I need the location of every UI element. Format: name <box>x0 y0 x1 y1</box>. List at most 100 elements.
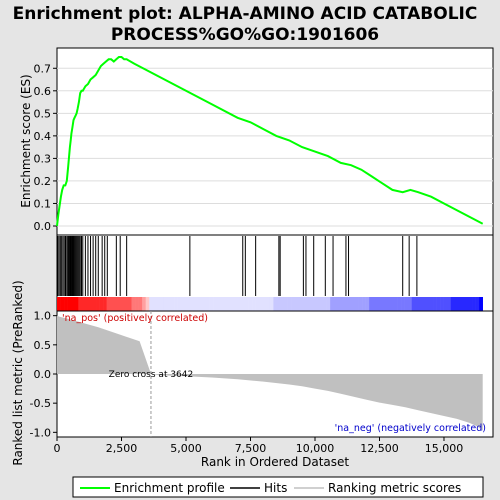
metric-x-axis-label: Rank in Ordered Dataset <box>201 455 349 469</box>
ranking-color-segment <box>443 297 448 311</box>
ranking-color-segment <box>103 297 107 311</box>
ranking-color-segment <box>131 297 136 311</box>
ranking-color-segment <box>294 297 299 311</box>
ranking-color-segment <box>386 297 391 311</box>
ranking-color-segment <box>71 297 76 311</box>
chart-title-line2: PROCESS%GO%GO:1901606 <box>111 25 379 45</box>
metric-x-tick-label: 5,000 <box>170 442 202 455</box>
metric-x-tick-label: 12,500 <box>360 442 399 455</box>
es-y-axis-label: Enrichment score (ES) <box>19 74 33 207</box>
ranking-color-segment <box>234 297 239 311</box>
legend-box <box>72 476 484 498</box>
ranking-color-segment <box>181 297 186 311</box>
metric-y-tick-label: 0.5 <box>34 339 52 352</box>
chart-title-line1: Enrichment plot: ALPHA-AMINO ACID CATABO… <box>13 4 478 24</box>
metric-y-axis: -1.0 -0.5 0.0 0.5 1.0 <box>30 310 57 439</box>
metric-x-tick-label: 2,500 <box>106 442 138 455</box>
hits-layer <box>57 236 418 296</box>
ranking-color-segment <box>216 297 221 311</box>
ranking-color-segment <box>149 297 154 311</box>
ranking-color-segment <box>227 297 232 311</box>
ranking-color-segment <box>457 297 462 311</box>
ranking-color-segment <box>376 297 381 311</box>
es-panel: 0.0 0.1 0.2 0.3 0.4 0.5 0.6 0.7 Enrichment scor… <box>19 47 494 236</box>
ranking-color-segment <box>468 297 473 311</box>
ranking-color-segment <box>252 297 256 311</box>
metric-y-axis-label: Ranked list metric (PreRanked) <box>11 280 25 465</box>
ranking-color-segment <box>479 297 483 311</box>
es-y-tick-label: 0.5 <box>34 107 52 120</box>
ranking-color-segment <box>305 297 310 311</box>
ranking-color-segment <box>110 297 115 311</box>
ranking-color-segment <box>369 297 374 311</box>
metric-panel: -1.0 -0.5 0.0 0.5 1.0 0 2,500 5,000 7,500 10,000… <box>11 280 494 469</box>
metric-y-tick-label: -0.5 <box>30 397 51 410</box>
ranking-color-segment <box>266 297 271 311</box>
pos-correlated-label: 'na_pos' (positively correlated) <box>62 313 208 324</box>
ranking-color-segment <box>323 297 327 311</box>
es-y-tick-label: 0.4 <box>34 130 52 143</box>
ranking-color-segment <box>411 297 416 311</box>
ranking-color-segment <box>85 297 90 311</box>
ranking-color-segment <box>113 297 118 311</box>
es-plot-area <box>56 47 494 236</box>
ranking-color-segment <box>472 297 476 311</box>
ranking-color-segment <box>152 297 157 311</box>
ranking-color-segment <box>220 297 225 311</box>
ranking-color-segment <box>92 297 97 311</box>
ranking-color-segment <box>248 297 253 311</box>
ranking-color-segment <box>429 297 434 311</box>
legend-label-enrichment-profile: Enrichment profile <box>114 481 225 495</box>
ranking-color-segment <box>340 297 345 311</box>
es-y-tick-label: 0.2 <box>34 175 52 188</box>
ranking-color-segment <box>397 297 402 311</box>
ranking-color-segment <box>280 297 285 311</box>
ranking-color-segment <box>404 297 409 311</box>
es-y-tick-label: 0.7 <box>34 62 52 75</box>
ranking-color-segment <box>96 297 100 311</box>
ranking-color-segment <box>209 297 214 311</box>
ranking-color-segment <box>372 297 377 311</box>
ranking-color-segment <box>184 297 189 311</box>
ranking-color-segment <box>163 297 168 311</box>
ranking-color-segment <box>475 297 480 311</box>
legend: Enrichment profile Hits Ranking metric s… <box>72 476 484 498</box>
ranking-color-segment <box>213 297 217 311</box>
metric-x-tick-label: 0 <box>54 442 61 455</box>
ranking-color-segment <box>351 297 356 311</box>
ranking-color-segment <box>408 297 413 311</box>
ranking-color-segment <box>390 297 395 311</box>
ranking-color-segment <box>230 297 235 311</box>
ranking-color-bar <box>57 297 483 311</box>
ranking-color-segment <box>383 297 388 311</box>
ranking-color-segment <box>273 297 278 311</box>
ranking-color-segment <box>174 297 178 311</box>
ranking-color-segment <box>188 297 193 311</box>
ranking-color-segment <box>422 297 427 311</box>
ranking-color-segment <box>312 297 317 311</box>
es-curve-layer <box>56 56 484 227</box>
ranking-color-segment <box>333 297 338 311</box>
ranking-color-segment <box>67 297 72 311</box>
ranking-color-segment <box>99 297 104 311</box>
ranking-color-segment <box>177 297 182 311</box>
ranking-color-segment <box>284 297 288 311</box>
ranking-color-segment <box>81 297 86 311</box>
ranking-color-segment <box>237 297 242 311</box>
ranking-color-segment <box>298 297 303 311</box>
ranking-color-segment <box>245 297 249 311</box>
ranking-color-segment <box>344 297 349 311</box>
ranking-color-segment <box>354 297 359 311</box>
ranking-color-segment <box>269 297 274 311</box>
ranking-color-segment <box>57 297 61 311</box>
ranking-color-segment <box>124 297 129 311</box>
ranking-color-segment <box>64 297 68 311</box>
ranking-color-segment <box>191 297 196 311</box>
ranking-color-segment <box>433 297 437 311</box>
ranking-color-segment <box>319 297 324 311</box>
zero-cross-label: Zero cross at 3642 <box>109 370 194 380</box>
metric-x-axis: 0 2,500 5,000 7,500 10,000 12,500 15,000 <box>54 437 463 455</box>
ranking-color-segment <box>365 297 370 311</box>
ranking-color-segment <box>205 297 210 311</box>
